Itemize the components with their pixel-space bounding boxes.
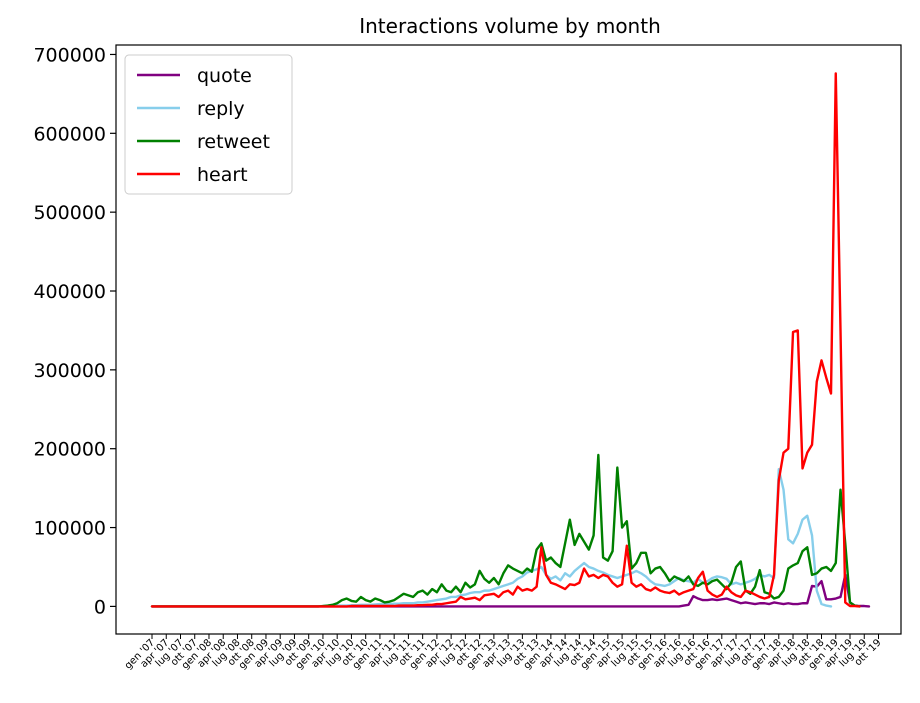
chart-title: Interactions volume by month	[359, 14, 661, 38]
series-lines	[150, 72, 871, 608]
y-tick-label: 500000	[33, 202, 106, 224]
y-tick-label: 100000	[33, 518, 106, 540]
legend-label-quote: quote	[197, 65, 252, 87]
legend-label-heart: heart	[197, 164, 248, 186]
legend-label-retweet: retweet	[197, 131, 270, 153]
y-tick-label: 600000	[33, 123, 106, 145]
y-axis: 0 100000 200000 300000 400000 500000 600000 700…	[33, 44, 116, 618]
legend-label-reply: reply	[197, 98, 245, 120]
series-line-heart	[150, 72, 861, 608]
y-tick-label: 200000	[33, 439, 106, 461]
legend-box	[124, 54, 293, 195]
y-tick-label: 400000	[33, 281, 106, 303]
y-tick-label: 700000	[33, 44, 106, 66]
y-tick-label: 0	[94, 596, 106, 618]
legend: quote reply retweet heart	[124, 54, 293, 195]
y-tick-label: 300000	[33, 360, 106, 382]
